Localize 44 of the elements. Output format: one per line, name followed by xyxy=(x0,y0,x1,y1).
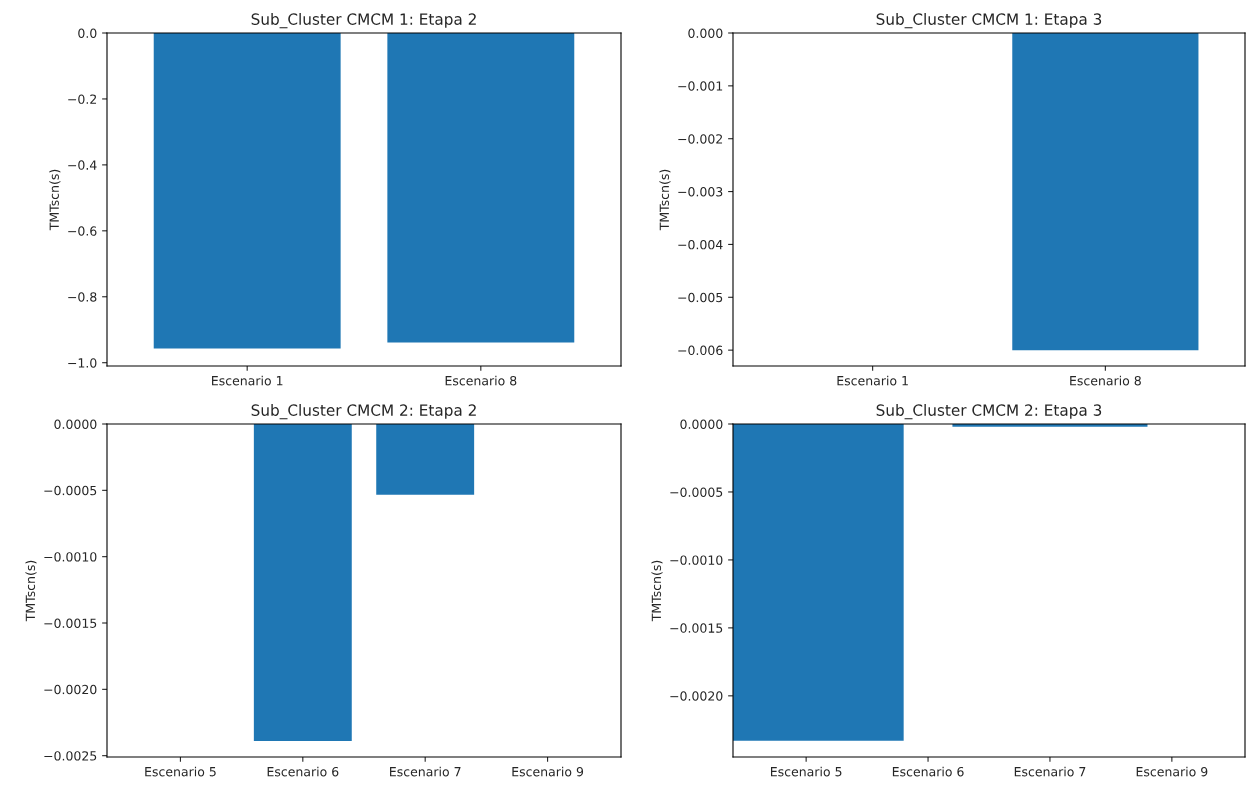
y-tick-label: −0.0010 xyxy=(670,555,723,565)
x-tick-label: Escenario 7 xyxy=(390,766,461,777)
chart-title: Sub_Cluster CMCM 1: Etapa 3 xyxy=(876,13,1102,29)
x-tick-label: Escenario 5 xyxy=(145,766,216,777)
y-axis-title: TMTscn(s) xyxy=(25,560,37,622)
x-tick-label: Escenario 6 xyxy=(892,766,964,777)
y-tick-label: 0.0000 xyxy=(54,419,97,429)
y-tick-label: −0.006 xyxy=(678,345,723,356)
y-tick-label: −0.0025 xyxy=(44,751,97,761)
y-tick-label: −0.0015 xyxy=(670,623,723,633)
y-tick-label: −0.8 xyxy=(68,292,97,302)
y-tick-label: −0.4 xyxy=(68,160,97,170)
y-tick-label: −0.001 xyxy=(678,81,723,91)
y-tick-label: 0.0000 xyxy=(680,419,723,429)
x-tick-label: Escenario 1 xyxy=(837,375,908,386)
x-tick-label: Escenario 5 xyxy=(771,766,842,777)
chart-title: Sub_Cluster CMCM 1: Etapa 2 xyxy=(251,13,476,29)
x-tick-label: Escenario 1 xyxy=(212,375,283,386)
y-tick-label: −0.0005 xyxy=(670,487,723,497)
y-tick-label: −0.0005 xyxy=(44,485,97,496)
y-axis-title: TMTscn(s) xyxy=(659,169,671,231)
y-tick-label: −1.0 xyxy=(68,358,97,368)
chart-title: Sub_Cluster CMCM 2: Etapa 3 xyxy=(876,404,1102,420)
y-tick-label: −0.0015 xyxy=(44,618,97,628)
y-tick-label: −0.0020 xyxy=(44,684,97,695)
x-tick-label: Escenario 8 xyxy=(445,375,517,386)
y-tick-label: −0.005 xyxy=(678,292,723,303)
x-tick-label: Escenario 7 xyxy=(1014,766,1086,777)
y-tick-label: 0.000 xyxy=(688,28,723,38)
x-tick-label: Escenario 6 xyxy=(267,766,339,777)
y-axis-title: TMTscn(s) xyxy=(49,169,61,231)
y-tick-label: −0.0020 xyxy=(670,691,723,701)
x-tick-label: Escenario 9 xyxy=(512,766,584,777)
y-tick-label: −0.003 xyxy=(678,187,723,197)
y-tick-label: −0.004 xyxy=(678,239,723,250)
chart-title: Sub_Cluster CMCM 2: Etapa 2 xyxy=(251,404,476,420)
x-tick-label: Escenario 9 xyxy=(1136,766,1208,777)
x-tick-label: Escenario 8 xyxy=(1070,375,1141,386)
y-tick-label: −0.2 xyxy=(68,94,97,104)
y-tick-label: −0.6 xyxy=(68,226,97,236)
y-tick-label: −0.002 xyxy=(678,134,723,144)
y-axis-title: TMTscn(s) xyxy=(651,560,663,622)
y-tick-label: −0.0010 xyxy=(44,552,97,562)
y-tick-label: 0.0 xyxy=(78,28,97,38)
